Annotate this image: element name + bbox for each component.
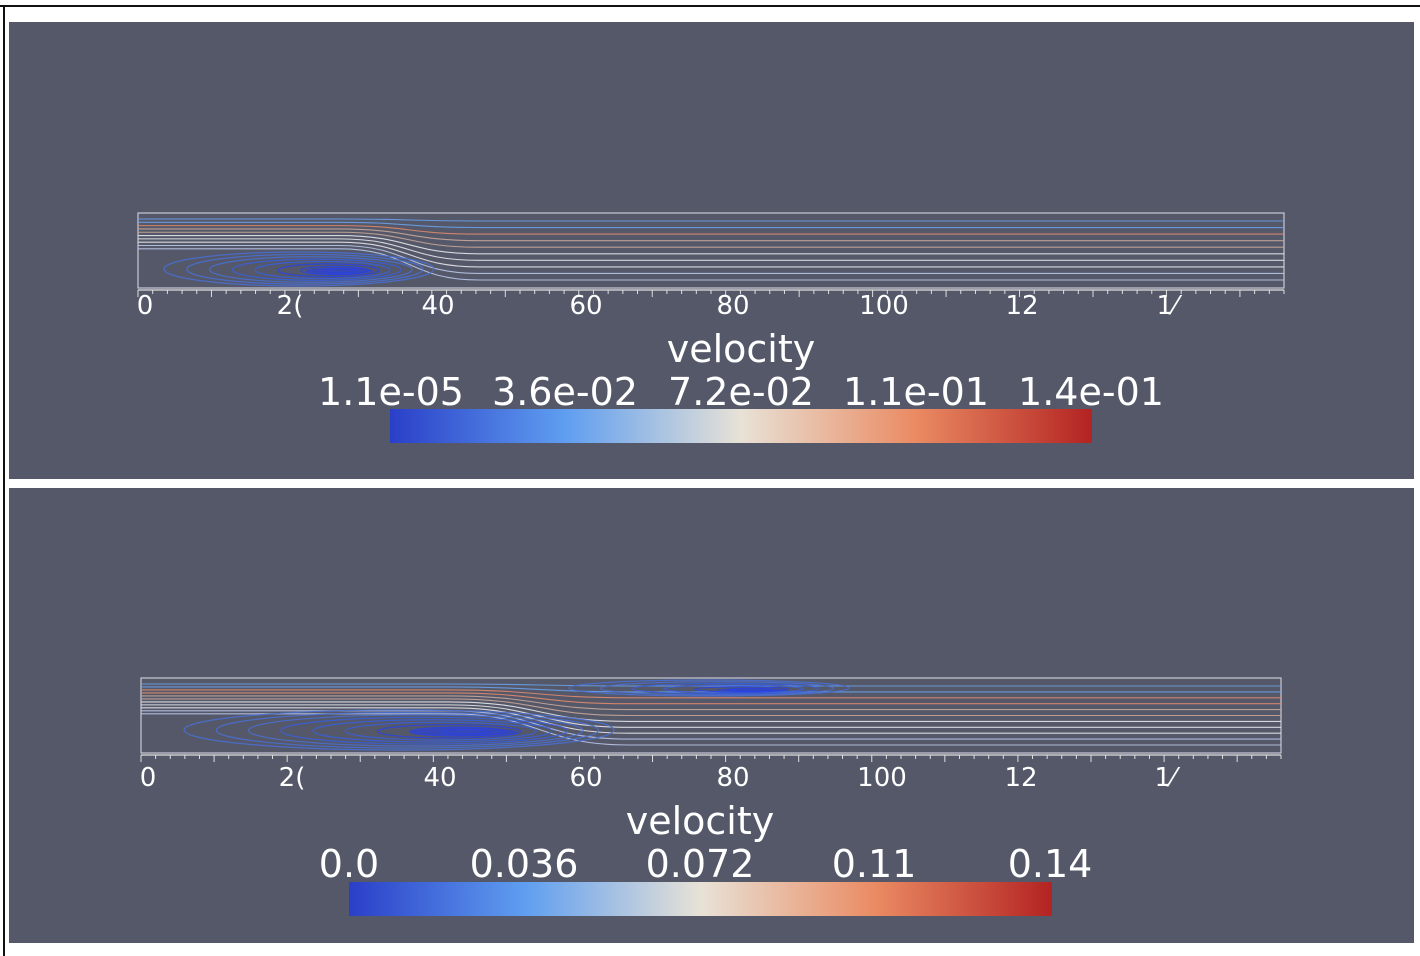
legend-label: 0.0	[319, 842, 379, 886]
colorbar	[349, 882, 1052, 916]
vortex-contour	[662, 684, 805, 694]
tick-label: 60	[569, 763, 602, 793]
flow-plot-bottom: 0 2( 40 60 80 100 12 1⁄ velocity 0.0 0.0…	[140, 677, 1282, 916]
streamlines	[138, 218, 1284, 281]
streamline	[138, 235, 1284, 255]
vortex-contour	[694, 686, 789, 693]
tick-label: 1⁄	[1155, 763, 1182, 793]
vortex-contour	[254, 260, 391, 280]
streamline	[138, 221, 1284, 229]
vortex-contour	[247, 714, 584, 747]
tick-label: 100	[857, 763, 907, 793]
tick-label: 2(	[277, 291, 304, 321]
streamline	[141, 698, 1281, 717]
colorbar	[390, 409, 1092, 443]
frame-border-left	[3, 5, 5, 956]
legend-label: 0.036	[470, 842, 579, 886]
vortex-contour	[231, 258, 402, 281]
tick-label: 12	[1004, 763, 1037, 793]
vortex-contour	[376, 724, 522, 739]
legend-title: velocity	[667, 327, 816, 371]
legend-label: 3.6e-02	[492, 370, 638, 414]
legend-label: 7.2e-02	[668, 370, 814, 414]
render-view-top: 0 2( 40 60 80 100 12 1⁄ velocity 1.1e-05…	[9, 22, 1414, 479]
streamline	[141, 686, 1281, 693]
tick-label: 1⁄	[1157, 291, 1184, 321]
vortex-contour	[277, 263, 380, 278]
legend-label: 1.4e-01	[1018, 370, 1164, 414]
vortex-core	[305, 267, 374, 275]
vortex-contour	[183, 709, 615, 751]
streamline	[138, 228, 1284, 242]
vortex-contour	[344, 721, 537, 741]
tick-label: 100	[859, 291, 909, 321]
legend-label: 1.1e-05	[318, 370, 464, 414]
tick-label: 2(	[279, 763, 306, 793]
vortex-contour	[312, 719, 553, 743]
frame-border-top	[0, 5, 1420, 7]
vortex-contour	[163, 251, 435, 287]
tick-label: 40	[421, 291, 454, 321]
streamline	[138, 218, 1284, 222]
upper-recirculation-zone	[568, 679, 850, 697]
x-axis-ticks	[137, 290, 1285, 297]
domain-outline	[137, 212, 1285, 289]
streamline	[141, 689, 1281, 699]
streamline	[141, 701, 1281, 722]
x-axis-ticks	[140, 755, 1282, 762]
recirculation-zone	[183, 709, 615, 751]
x-axis-tick-labels: 0 2( 40 60 80 100 12 1⁄	[140, 763, 1181, 793]
tick-label: 12	[1005, 291, 1038, 321]
vortex-contour	[631, 682, 820, 695]
streamline	[141, 695, 1281, 711]
vortex-core	[409, 727, 518, 737]
legend-label: 0.14	[1008, 842, 1093, 886]
streamline	[141, 692, 1281, 705]
tick-label: 40	[423, 763, 456, 793]
x-axis-tick-labels: 0 2( 40 60 80 100 12 1⁄	[137, 291, 1183, 321]
legend-labels: 0.0 0.036 0.072 0.11 0.14	[319, 842, 1093, 886]
legend-label: 0.11	[832, 842, 917, 886]
tick-label: 0	[140, 763, 157, 793]
vortex-core	[716, 688, 786, 692]
legend-title: velocity	[626, 799, 775, 843]
vortex-contour	[568, 679, 850, 697]
legend-labels: 1.1e-05 3.6e-02 7.2e-02 1.1e-01 1.4e-01	[318, 370, 1164, 414]
vortex-contour	[208, 256, 413, 283]
tick-label: 80	[716, 291, 749, 321]
tick-label: 0	[137, 291, 154, 321]
streamline	[138, 238, 1284, 261]
vortex-contour	[599, 681, 835, 696]
tick-label: 80	[716, 763, 749, 793]
vortex-contour	[280, 716, 569, 745]
vortex-contour	[215, 711, 600, 749]
vortex-contour	[186, 253, 424, 285]
tick-label: 60	[569, 291, 602, 321]
legend-label: 0.072	[646, 842, 755, 886]
streamline	[138, 241, 1284, 268]
render-view-bottom: 0 2( 40 60 80 100 12 1⁄ velocity 0.0 0.0…	[9, 488, 1414, 943]
legend-label: 1.1e-01	[843, 370, 989, 414]
streamline	[141, 713, 1281, 746]
streamline	[138, 231, 1284, 248]
streamline	[138, 225, 1284, 235]
streamline	[141, 704, 1281, 728]
streamline	[138, 248, 1284, 281]
recirculation-zone	[163, 251, 435, 287]
flow-plot-top: 0 2( 40 60 80 100 12 1⁄ velocity 1.1e-05…	[137, 212, 1285, 443]
